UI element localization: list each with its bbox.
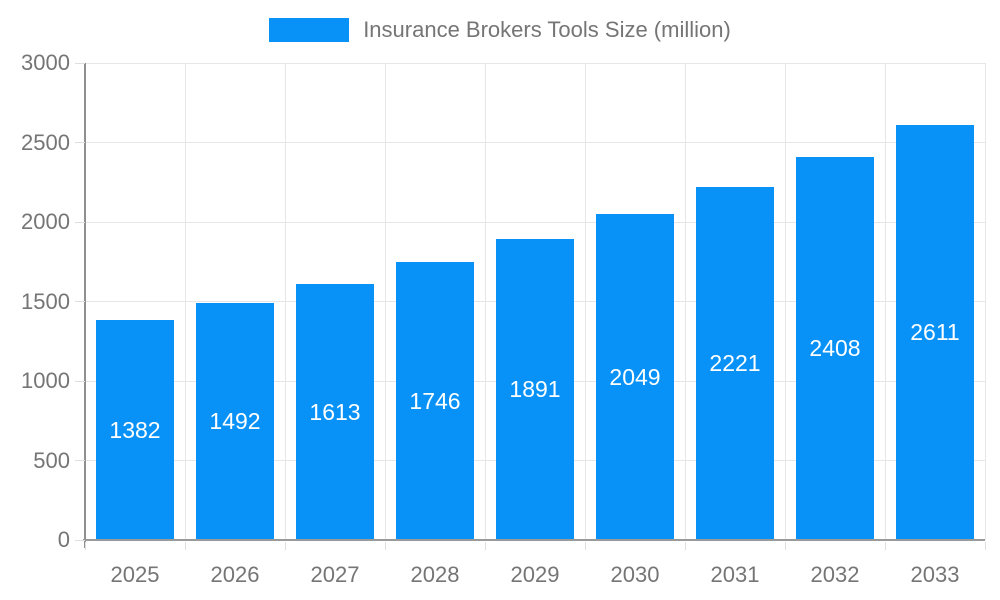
y-axis-tick-label: 500: [33, 447, 70, 473]
gridline-horizontal: [85, 221, 985, 223]
y-axis-tick-label: 2500: [21, 129, 70, 155]
x-axis-tick-label: 2027: [310, 562, 360, 587]
gridline-vertical: [384, 63, 386, 540]
bar-value-label: 1891: [509, 376, 561, 402]
bar-value-label: 1746: [409, 387, 461, 414]
bar-value-label: 2049: [609, 363, 661, 390]
gridline-vertical: [284, 63, 286, 540]
x-axis-line: [83, 539, 985, 541]
y-tick-mark: [75, 221, 85, 223]
x-tick-mark: [584, 542, 586, 550]
gridline-horizontal: [85, 142, 985, 143]
bar-2031[interactable]: 2221: [696, 187, 774, 540]
gridline-vertical: [884, 63, 886, 540]
y-axis-tick-label: 3000: [21, 50, 70, 75]
x-tick-mark: [884, 542, 886, 550]
x-tick-mark: [484, 542, 486, 550]
bar-2030[interactable]: 2049: [596, 214, 674, 540]
y-tick-mark: [75, 380, 85, 382]
bar-2032[interactable]: 2408: [796, 157, 874, 540]
y-tick-mark: [75, 142, 85, 143]
bar-2027[interactable]: 1613: [296, 284, 374, 540]
bar-value-label: 1613: [309, 398, 361, 425]
x-axis-tick-label: 2030: [610, 562, 660, 587]
x-axis-tick-label: 2033: [910, 562, 960, 587]
y-axis-tick-label: 1500: [21, 288, 70, 314]
bar-2033[interactable]: 2611: [896, 125, 974, 540]
x-tick-mark: [84, 542, 86, 550]
gridline-vertical: [684, 63, 686, 540]
y-axis-tick-label: 2000: [21, 209, 70, 234]
bar-2028[interactable]: 1746: [396, 262, 474, 540]
y-axis-tick-label: 1000: [21, 368, 70, 393]
gridline-vertical: [184, 63, 186, 540]
y-tick-mark: [75, 301, 85, 302]
bar-value-label: 1492: [209, 408, 261, 434]
legend-label: Insurance Brokers Tools Size (million): [363, 17, 731, 42]
gridline-vertical: [984, 63, 986, 540]
x-tick-mark: [384, 542, 386, 550]
bar-value-label: 2408: [809, 335, 861, 361]
y-axis-line: [84, 63, 86, 548]
y-tick-mark: [75, 62, 85, 64]
bar-2029[interactable]: 1891: [496, 239, 574, 540]
gridline-vertical: [784, 63, 786, 540]
bar-value-label: 2221: [709, 350, 761, 376]
plot-area: 1382 1492 1613 1746 1891 2049 2221 2408 2611: [85, 62, 986, 540]
chart-legend[interactable]: Insurance Brokers Tools Size (million): [0, 12, 1000, 48]
x-axis-tick-label: 2031: [710, 562, 760, 587]
bar-value-label: 1382: [109, 416, 161, 443]
x-tick-mark: [984, 542, 986, 550]
gridline-horizontal: [85, 62, 985, 64]
y-tick-mark: [75, 539, 85, 541]
y-axis-tick-label: 0: [57, 527, 70, 552]
bar-value-label: 2611: [910, 319, 960, 345]
x-axis-tick-label: 2032: [810, 562, 860, 587]
x-axis-tick-label: 2025: [110, 562, 160, 587]
bar-2025[interactable]: 1382: [96, 320, 174, 540]
y-tick-mark: [75, 460, 85, 461]
x-axis-tick-label: 2029: [510, 562, 560, 587]
gridline-vertical: [584, 63, 586, 540]
legend-swatch: [269, 18, 350, 42]
x-tick-mark: [784, 542, 786, 550]
x-tick-mark: [184, 542, 186, 550]
x-axis-tick-label: 2026: [210, 562, 260, 587]
gridline-vertical: [484, 63, 486, 540]
x-tick-mark: [684, 542, 686, 550]
bar-2026[interactable]: 1492: [196, 303, 274, 540]
x-axis-tick-label: 2028: [410, 562, 460, 587]
x-tick-mark: [284, 542, 286, 550]
